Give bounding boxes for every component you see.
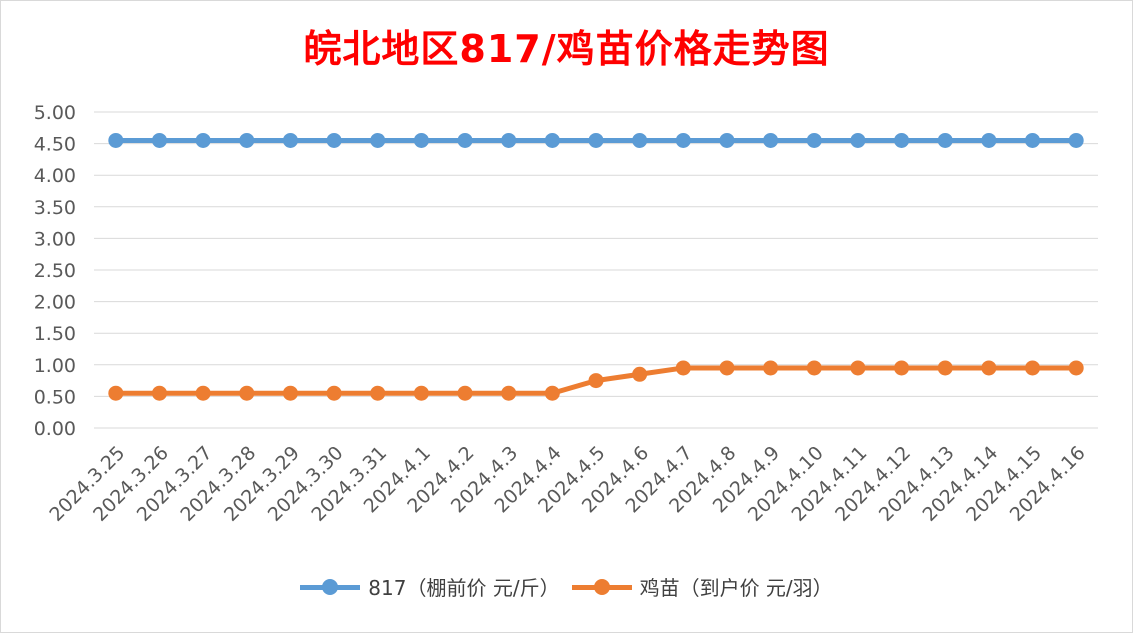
- data-point: [195, 132, 211, 148]
- data-point: [806, 132, 822, 148]
- data-point: [151, 132, 167, 148]
- y-tick-label: 0.50: [34, 386, 76, 408]
- data-point: [370, 385, 386, 401]
- data-point: [763, 360, 779, 376]
- data-point: [108, 385, 124, 401]
- legend-swatch-chick: [571, 577, 632, 597]
- data-point: [370, 132, 386, 148]
- data-point: [850, 132, 866, 148]
- legend-swatch-817: [300, 577, 361, 597]
- data-point: [501, 385, 517, 401]
- data-point: [1025, 360, 1041, 376]
- data-point: [413, 385, 429, 401]
- data-point: [544, 385, 560, 401]
- data-point: [719, 360, 735, 376]
- data-point: [806, 360, 822, 376]
- legend-item-817: 817（棚前价 元/斤）: [300, 572, 560, 601]
- data-point: [894, 132, 910, 148]
- y-tick-label: 4.50: [34, 134, 76, 156]
- data-point: [894, 360, 910, 376]
- legend-item-chick: 鸡苗（到户价 元/羽）: [571, 572, 833, 601]
- data-point: [282, 385, 298, 401]
- data-point: [108, 132, 124, 148]
- y-tick-label: 0.00: [34, 418, 76, 440]
- y-tick-label: 3.50: [34, 197, 76, 219]
- y-tick-label: 2.00: [34, 292, 76, 314]
- legend-label-817: 817（棚前价 元/斤）: [368, 576, 560, 600]
- chart-legend: 817（棚前价 元/斤） 鸡苗（到户价 元/羽）: [0, 572, 1133, 601]
- chart-title: 皖北地区817/鸡苗价格走势图: [303, 27, 830, 71]
- y-tick-label: 2.50: [34, 260, 76, 282]
- data-point: [239, 385, 255, 401]
- data-point: [151, 385, 167, 401]
- data-point: [632, 132, 648, 148]
- data-point: [501, 132, 517, 148]
- data-point: [282, 132, 298, 148]
- data-point: [1068, 132, 1084, 148]
- data-point: [326, 385, 342, 401]
- data-point: [1025, 132, 1041, 148]
- data-point: [1068, 360, 1084, 376]
- y-tick-label: 1.00: [34, 355, 76, 377]
- data-point: [544, 132, 560, 148]
- data-point: [850, 360, 866, 376]
- data-point: [326, 132, 342, 148]
- data-point: [675, 360, 691, 376]
- y-tick-label: 3.00: [34, 228, 76, 250]
- data-point: [457, 132, 473, 148]
- data-point: [981, 360, 997, 376]
- legend-label-chick: 鸡苗（到户价 元/羽）: [639, 576, 833, 600]
- data-point: [588, 132, 604, 148]
- data-point: [457, 385, 473, 401]
- data-point: [239, 132, 255, 148]
- data-point: [632, 366, 648, 382]
- data-point: [937, 360, 953, 376]
- y-tick-label: 5.00: [34, 102, 76, 124]
- legend-marker-chick: [593, 578, 610, 595]
- data-point: [981, 132, 997, 148]
- data-point: [763, 132, 779, 148]
- data-point: [588, 373, 604, 389]
- y-tick-label: 4.00: [34, 165, 76, 187]
- y-tick-label: 1.50: [34, 323, 76, 345]
- data-point: [675, 132, 691, 148]
- data-point: [413, 132, 429, 148]
- data-point: [719, 132, 735, 148]
- data-point: [937, 132, 953, 148]
- legend-marker-817: [322, 578, 339, 595]
- data-point: [195, 385, 211, 401]
